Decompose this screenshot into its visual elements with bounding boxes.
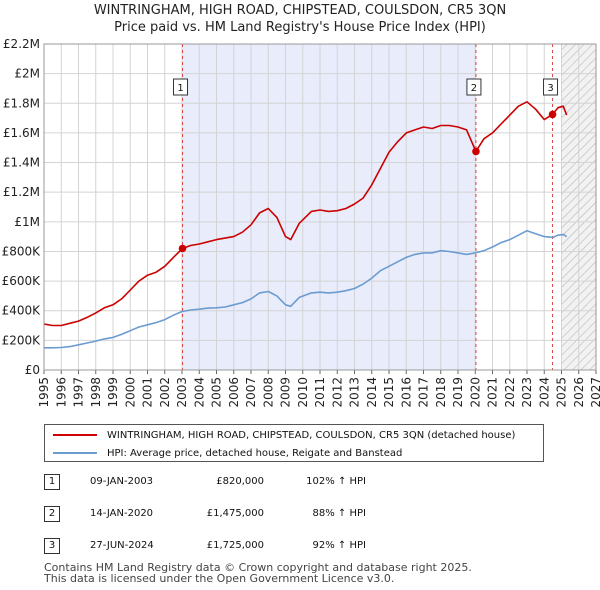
x-tick-label: 2027: [589, 377, 600, 408]
table-row: 1 09-JAN-2003 £820,000 102% ↑ HPI: [44, 474, 464, 494]
footer-line-1: Contains HM Land Registry data © Crown c…: [44, 561, 472, 574]
y-tick-label: £2.2M: [3, 37, 40, 51]
legend-property-label: WINTRINGHAM, HIGH ROAD, CHIPSTEAD, COULS…: [107, 429, 516, 441]
x-tick-label: 1999: [106, 377, 120, 408]
x-tick-label: 2006: [227, 377, 241, 408]
property-price-line: [44, 101, 568, 327]
transaction-date: 14-JAN-2020: [90, 508, 154, 519]
x-tick-label: 2004: [192, 377, 206, 408]
y-tick-label: £1.8M: [3, 96, 40, 110]
y-tick-label: £0: [25, 363, 40, 377]
table-row: 2 14-JAN-2020 £1,475,000 88% ↑ HPI: [44, 506, 464, 526]
legend-item-hpi: HPI: Average price, detached house, Reig…: [53, 444, 402, 462]
y-tick-label: £2M: [14, 67, 40, 81]
y-tick-label: £800K: [2, 244, 42, 258]
legend-item-property: WINTRINGHAM, HIGH ROAD, CHIPSTEAD, COULS…: [53, 426, 515, 444]
x-tick-label: 2024: [537, 377, 551, 408]
x-tick-label: 2014: [365, 377, 379, 408]
sale-point: [548, 110, 557, 119]
ownership-shaded-band: [182, 44, 476, 370]
chart-legend: WINTRINGHAM, HIGH ROAD, CHIPSTEAD, COULS…: [44, 424, 544, 462]
x-tick-label: 2025: [555, 377, 569, 408]
title-line-2: Price paid vs. HM Land Registry's House …: [114, 20, 486, 35]
x-tick-label: 1996: [54, 377, 68, 408]
transaction-number-badge: 3: [44, 538, 60, 554]
x-tick-label: 2001: [141, 377, 155, 408]
sale-marker-box: [543, 78, 559, 96]
sale-marker-box: [173, 78, 189, 96]
x-tick-label: 1998: [89, 377, 103, 408]
transaction-hpi-change: 92% ↑ HPI: [312, 540, 366, 551]
x-tick-label: 2010: [296, 377, 310, 408]
y-tick-label: £400K: [2, 304, 42, 318]
table-row: 3 27-JUN-2024 £1,725,000 92% ↑ HPI: [44, 538, 464, 558]
x-tick-label: 2018: [434, 377, 448, 408]
x-tick-label: 2017: [417, 377, 431, 408]
transaction-price: £1,725,000: [206, 540, 264, 551]
transaction-price: £820,000: [216, 476, 264, 487]
x-tick-label: 2002: [158, 377, 172, 408]
x-tick-label: 1997: [72, 377, 86, 408]
x-tick-label: 2008: [261, 377, 275, 408]
x-tick-label: 2011: [313, 377, 327, 408]
sale-point: [178, 244, 187, 253]
x-tick-label: 2012: [330, 377, 344, 408]
y-tick-label: £200K: [2, 333, 42, 347]
hpi-line-swatch: [53, 452, 97, 454]
x-tick-label: 2009: [279, 377, 293, 408]
transaction-price: £1,475,000: [206, 508, 264, 519]
sale-marker-label: 1: [177, 83, 183, 94]
plot-frame: [43, 43, 597, 371]
x-tick-label: 2007: [244, 377, 258, 408]
transaction-hpi-change: 102% ↑ HPI: [306, 476, 366, 487]
y-tick-label: £1M: [14, 215, 40, 229]
x-tick-label: 2013: [348, 377, 362, 408]
sale-point: [472, 147, 480, 156]
x-tick-label: 2016: [399, 377, 413, 408]
x-tick-label: 2015: [382, 377, 396, 408]
chart-title: WINTRINGHAM, HIGH ROAD, CHIPSTEAD, COULS…: [0, 2, 600, 36]
x-tick-label: 2026: [572, 377, 586, 408]
transaction-number-badge: 2: [44, 506, 60, 522]
transaction-date: 09-JAN-2003: [90, 476, 154, 487]
x-tick-label: 2000: [123, 377, 137, 408]
x-tick-label: 2021: [486, 377, 500, 408]
x-tick-label: 2019: [451, 377, 465, 408]
x-tick-label: 2022: [503, 377, 517, 408]
title-line-1: WINTRINGHAM, HIGH ROAD, CHIPSTEAD, COULS…: [93, 3, 507, 18]
x-tick-label: 2023: [520, 377, 534, 408]
sale-marker-label: 3: [547, 83, 553, 94]
x-tick-label: 2020: [468, 377, 482, 408]
footer-line-2: This data is licensed under the Open Gov…: [44, 572, 395, 585]
y-tick-label: £1.4M: [3, 156, 40, 170]
transaction-date: 27-JUN-2024: [90, 540, 154, 551]
x-tick-label: 1995: [37, 377, 51, 408]
legend-hpi-label: HPI: Average price, detached house, Reig…: [107, 447, 403, 459]
transaction-hpi-change: 88% ↑ HPI: [312, 508, 366, 519]
sale-marker-label: 2: [471, 83, 477, 94]
y-tick-label: £1.2M: [3, 185, 40, 199]
y-tick-label: £1.6M: [3, 126, 40, 140]
x-tick-label: 2003: [175, 377, 189, 408]
hpi-line: [44, 229, 568, 349]
property-line-swatch: [53, 434, 97, 436]
x-tick-label: 2005: [210, 377, 224, 408]
footer-attribution: Contains HM Land Registry data © Crown c…: [44, 562, 472, 584]
price-chart: £0 £200K £400K £600K £800K £1M £1.2M £1.4M £1.6M…: [2, 37, 600, 408]
sale-marker-box: [466, 78, 482, 96]
transaction-number-badge: 1: [44, 474, 60, 490]
y-tick-label: £600K: [2, 274, 42, 288]
